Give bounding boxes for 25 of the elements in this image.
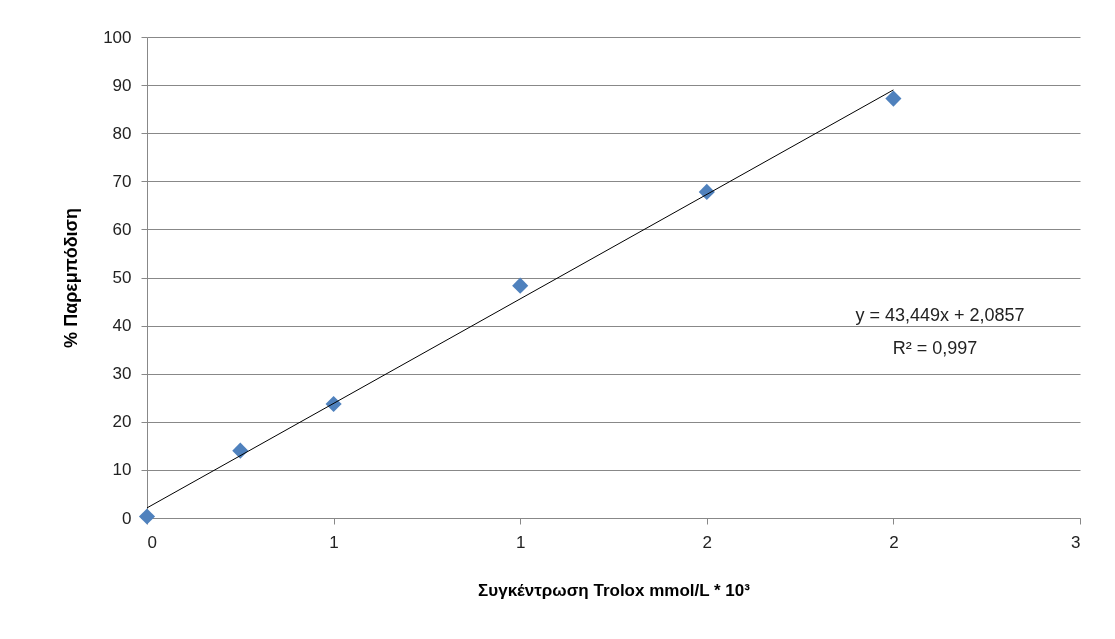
y-tick-label: 100 — [103, 27, 132, 47]
y-tick-label: 20 — [112, 412, 132, 432]
point — [885, 90, 902, 107]
annotation: R² = 0,997 — [892, 338, 978, 358]
x-tick-label: 2 — [702, 532, 713, 552]
point — [138, 508, 156, 525]
annotation: y = 43,449x + 2,0857 — [855, 305, 1025, 325]
x-tick-label: 2 — [889, 532, 899, 552]
y-axis-title: % Παρεμπόδιση — [61, 208, 82, 348]
y-tick-label: 60 — [112, 219, 132, 239]
y-tick-label: 90 — [112, 75, 132, 95]
y-tick-label: 80 — [112, 123, 132, 143]
x-tick-label: 3 — [1071, 532, 1081, 552]
x-tick-label: 0 — [147, 532, 157, 552]
point — [232, 442, 249, 459]
y-tick-label: 70 — [112, 171, 132, 191]
y-tick-label: 40 — [112, 316, 132, 336]
y-tick-label: 0 — [122, 508, 132, 528]
y-tick-label: 10 — [112, 460, 132, 480]
point — [512, 277, 529, 294]
y-tick-label: 50 — [112, 268, 132, 287]
x-tick-label: 1 — [329, 532, 339, 552]
x-axis-title: Συγκέντρωση Trolox mmol/L * 10³ — [478, 580, 751, 600]
x-tick-label: 1 — [515, 532, 526, 552]
y-tick-label: 30 — [112, 364, 132, 384]
